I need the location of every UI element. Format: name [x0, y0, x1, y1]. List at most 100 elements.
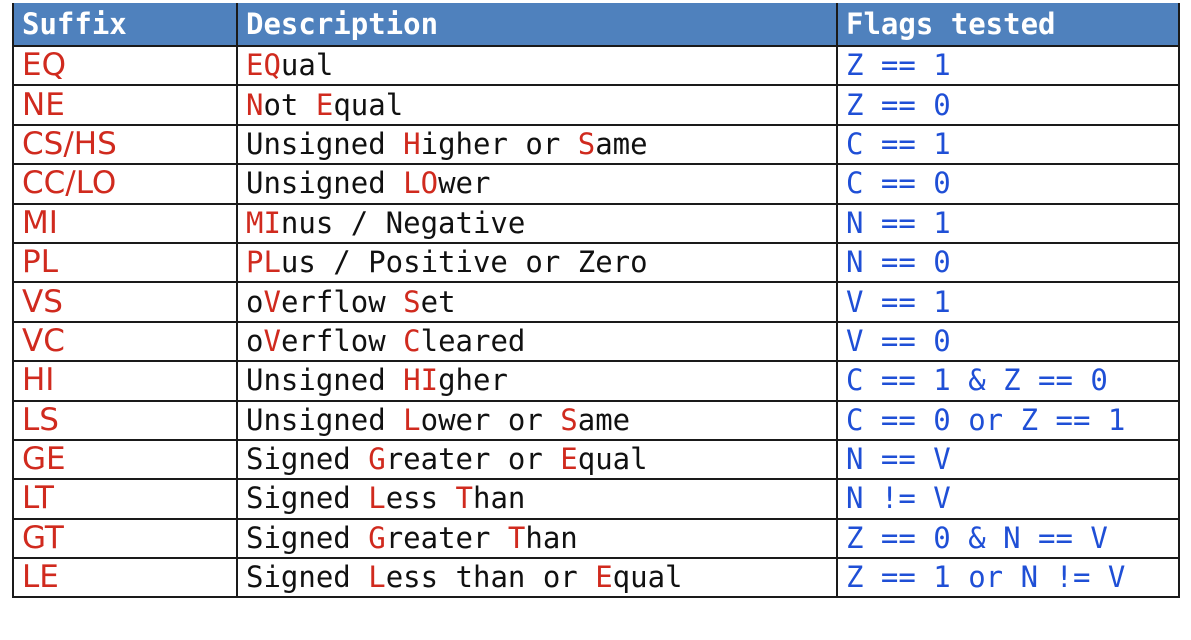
description-mnemonic-letters: MI [246, 205, 281, 240]
description-text: Unsigned [246, 363, 404, 398]
description-text: qual [612, 560, 683, 595]
flags-cell: Z == 1 [836, 44, 1180, 87]
description-cell: EQual [236, 44, 838, 87]
description-mnemonic-letters: T [455, 481, 473, 516]
description-text: ot [263, 87, 316, 122]
suffix-cell: LS [12, 399, 238, 441]
table-row: NE Not Equal Z == 0 [12, 84, 1180, 126]
description-mnemonic-letters: V [263, 323, 281, 358]
description-text: ual [280, 48, 334, 83]
description-cell: Unsigned Higher or Same [236, 123, 838, 166]
description-cell: Unsigned LOwer [236, 163, 838, 205]
description-mnemonic-letters: LO [403, 166, 439, 201]
description-mnemonic-letters: C [403, 323, 421, 358]
description-text: o [246, 323, 264, 358]
flags-cell: Z == 0 [836, 84, 1180, 126]
description-mnemonic-letters: HI [403, 363, 439, 398]
description-mnemonic-letters: E [315, 87, 334, 122]
description-mnemonic-letters: S [577, 126, 596, 161]
flags-cell: V == 0 [836, 320, 1180, 363]
header-flags-tested: Flags tested [836, 3, 1180, 47]
suffix-cell: GT [12, 517, 238, 560]
description-text: ess than or [385, 560, 596, 595]
description-mnemonic-letters: V [263, 284, 281, 319]
description-cell: Not Equal [236, 84, 838, 126]
description-text: Signed [246, 442, 369, 477]
description-mnemonic-letters: E [595, 560, 613, 595]
suffix-cell: CS/HS [12, 123, 238, 166]
description-cell: MInus / Negative [236, 202, 838, 244]
suffix-cell: PL [12, 241, 238, 284]
suffix-cell: VC [12, 320, 238, 363]
suffix-cell: VS [12, 281, 238, 323]
table-row: LT Signed Less Than N != V [12, 478, 1180, 520]
flags-cell: Z == 1 or N != V [836, 557, 1180, 599]
description-cell: Signed Less Than [236, 478, 838, 520]
suffix-cell: LT [12, 478, 238, 520]
flags-cell: N != V [836, 478, 1180, 520]
description-text: erflow [280, 284, 404, 319]
description-mnemonic-letters: T [507, 520, 526, 555]
description-text: Signed [246, 560, 369, 595]
table-row: CS/HS Unsigned Higher or Same C == 1 [12, 123, 1180, 166]
description-text: Signed [246, 481, 369, 516]
flags-cell: V == 1 [836, 281, 1180, 323]
table-row: LE Signed Less than or Equal Z == 1 or N !… [12, 557, 1180, 599]
description-text: us / Positive or Zero [280, 245, 648, 280]
description-mnemonic-letters: S [403, 284, 421, 319]
header-row: Suffix Description Flags tested [12, 3, 1180, 47]
description-text: et [420, 284, 456, 319]
description-mnemonic-letters: L [368, 560, 386, 595]
table-row: VS oVerflow Set V == 1 [12, 281, 1180, 323]
description-mnemonic-letters: E [560, 442, 578, 477]
description-text: Unsigned [246, 166, 404, 201]
description-text: ess [385, 481, 456, 516]
flags-cell: C == 0 [836, 163, 1180, 205]
description-text: wer [438, 166, 491, 201]
suffix-cell: GE [12, 438, 238, 481]
description-text: ower or [420, 402, 561, 437]
header-suffix: Suffix [12, 3, 238, 47]
description-text: o [246, 284, 264, 319]
table-row: PL PLus / Positive or Zero N == 0 [12, 241, 1180, 284]
flags-cell: C == 1 & Z == 0 [836, 360, 1180, 402]
flags-cell: N == 1 [836, 202, 1180, 244]
description-cell: Signed Greater Than [236, 517, 838, 560]
description-text: reater or [385, 442, 561, 477]
suffix-cell: EQ [12, 44, 238, 87]
suffix-cell: HI [12, 360, 238, 402]
description-cell: Signed Greater or Equal [236, 438, 838, 481]
flags-cell: C == 0 or Z == 1 [836, 399, 1180, 441]
description-cell: oVerflow Cleared [236, 320, 838, 363]
description-text: nus / Negative [280, 205, 526, 240]
suffix-cell: LE [12, 557, 238, 599]
description-text: reater [385, 520, 508, 555]
table-row: EQ EQual Z == 1 [12, 44, 1180, 87]
header-description: Description [236, 3, 838, 47]
description-text: Unsigned [246, 402, 404, 437]
suffix-cell: CC/LO [12, 163, 238, 205]
condition-codes-table-wrapper: Suffix Description Flags tested EQ EQual Z… [12, 3, 1180, 599]
description-cell: oVerflow Set [236, 281, 838, 323]
description-text: Unsigned [246, 126, 404, 161]
flags-cell: C == 1 [836, 123, 1180, 166]
table-row: MI MInus / Negative N == 1 [12, 202, 1180, 244]
description-text: erflow [280, 323, 404, 358]
description-text: gher [438, 363, 508, 398]
description-cell: Signed Less than or Equal [236, 557, 838, 599]
description-mnemonic-letters: H [403, 126, 421, 161]
description-cell: Unsigned Lower or Same [236, 399, 838, 441]
table-row: CC/LO Unsigned LOwer C == 0 [12, 163, 1180, 205]
description-text: Signed [246, 520, 369, 555]
table-row: LS Unsigned Lower or Same C == 0 or Z == 1 [12, 399, 1180, 441]
description-text: ame [595, 126, 648, 161]
description-cell: PLus / Positive or Zero [236, 241, 838, 284]
description-mnemonic-letters: L [403, 402, 421, 437]
description-mnemonic-letters: G [368, 442, 386, 477]
description-mnemonic-letters: EQ [246, 48, 281, 83]
table-body: EQ EQual Z == 1 NE Not Equal Z == 0 CS/HS Unsig… [12, 44, 1180, 599]
description-text: qual [577, 442, 648, 477]
condition-codes-table: Suffix Description Flags tested EQ EQual Z… [12, 3, 1180, 599]
description-mnemonic-letters: S [560, 402, 578, 437]
description-mnemonic-letters: G [368, 520, 386, 555]
